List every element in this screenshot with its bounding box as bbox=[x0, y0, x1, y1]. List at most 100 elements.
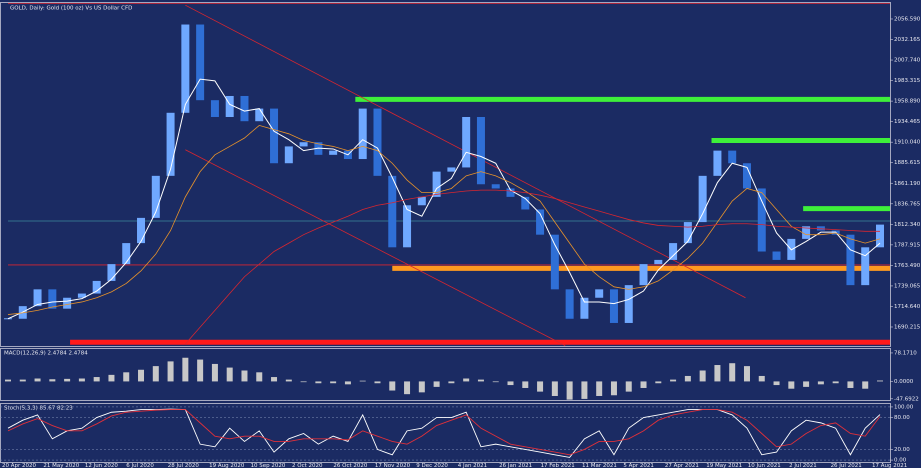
x-tick-label: 5 Apr 2021 bbox=[623, 463, 654, 468]
histogram-bar bbox=[803, 381, 810, 387]
histogram-bar bbox=[507, 381, 514, 386]
x-tick-label: 27 Apr 2021 bbox=[665, 463, 699, 468]
y-tick-label: 2032.165 bbox=[894, 37, 921, 43]
histogram-bar bbox=[315, 381, 322, 384]
histogram-bar bbox=[285, 379, 292, 382]
y-tick-label: 2056.590 bbox=[894, 16, 921, 22]
candle bbox=[92, 280, 101, 294]
candle bbox=[77, 293, 86, 298]
candle bbox=[358, 108, 367, 160]
candle bbox=[698, 175, 707, 223]
candle bbox=[329, 150, 338, 155]
candle bbox=[33, 289, 42, 307]
histogram-bar bbox=[256, 372, 263, 382]
histogram-bar bbox=[551, 381, 558, 396]
x-tick-label: 26 Oct 2020 bbox=[333, 463, 368, 468]
y-tick-label: 1812.340 bbox=[894, 222, 921, 228]
y-tick-label: 0.0000 bbox=[894, 379, 914, 385]
x-tick-label: 19 Aug 2020 bbox=[209, 463, 245, 468]
histogram-bar bbox=[108, 374, 115, 382]
histogram-bar bbox=[596, 381, 603, 396]
histogram-bar bbox=[138, 369, 145, 382]
candle bbox=[757, 188, 766, 252]
candle bbox=[122, 243, 131, 265]
candle bbox=[580, 297, 589, 319]
x-tick-label: 9 Dec 2020 bbox=[416, 463, 448, 468]
y-tick-label: 1910.040 bbox=[894, 140, 921, 146]
x-tick-label: 21 May 2020 bbox=[43, 463, 79, 468]
candle bbox=[447, 167, 456, 172]
histogram-bar bbox=[241, 370, 248, 382]
candle bbox=[639, 264, 648, 286]
candle bbox=[462, 116, 471, 168]
histogram-bar bbox=[463, 378, 470, 382]
y-tick-label: 78.1710 bbox=[894, 350, 917, 356]
x-tick-label: 19 May 2021 bbox=[706, 463, 742, 468]
y-tick-label: 1739.065 bbox=[894, 283, 921, 289]
chart-title: GOLD, Daily: Gold (100 oz) Vs US Dollar … bbox=[10, 6, 132, 12]
candle bbox=[151, 175, 160, 218]
x-tick-label: 17 Feb 2021 bbox=[541, 463, 575, 468]
candle bbox=[373, 108, 382, 176]
candle bbox=[595, 289, 604, 298]
candle bbox=[491, 184, 500, 189]
candle bbox=[669, 243, 678, 260]
y-tick-label: -47.6922 bbox=[894, 396, 919, 402]
y-tick-label: 1958.890 bbox=[894, 99, 921, 105]
histogram-bar bbox=[477, 379, 484, 382]
candle bbox=[609, 289, 618, 323]
candle bbox=[284, 146, 293, 164]
histogram-bar bbox=[78, 378, 85, 382]
histogram-bar bbox=[344, 381, 351, 385]
x-tick-label: 10 Sep 2020 bbox=[251, 463, 286, 468]
x-tick-label: 11 Mar 2021 bbox=[582, 463, 617, 468]
x-tick-label: 4 Jan 2021 bbox=[458, 463, 487, 468]
x-tick-label: 17 Aug 2021 bbox=[872, 463, 907, 468]
y-tick-label: 1836.765 bbox=[894, 201, 921, 207]
histogram-bar bbox=[182, 357, 189, 382]
x-tick-label: 20 Apr 2020 bbox=[2, 463, 37, 468]
x-tick-label: 6 Jul 2020 bbox=[126, 463, 154, 468]
candle bbox=[846, 234, 855, 286]
candle bbox=[713, 150, 722, 176]
candle bbox=[742, 163, 751, 189]
candle bbox=[624, 285, 633, 323]
histogram-bar bbox=[418, 381, 425, 393]
candle bbox=[728, 150, 737, 164]
indicator-line bbox=[185, 189, 880, 345]
histogram-bar bbox=[522, 381, 529, 388]
candle bbox=[166, 112, 175, 176]
histogram-bar bbox=[389, 381, 396, 391]
candle bbox=[476, 116, 485, 185]
x-tick-label: 10 Jun 2021 bbox=[748, 463, 781, 468]
candle bbox=[506, 188, 515, 197]
histogram-bar bbox=[640, 381, 647, 388]
histogram-bar bbox=[19, 379, 26, 382]
candle bbox=[255, 108, 264, 122]
histogram-bar bbox=[5, 379, 11, 382]
histogram-bar bbox=[359, 380, 366, 382]
histogram-bar bbox=[34, 378, 41, 382]
indicator-line bbox=[7, 78, 881, 320]
candle bbox=[196, 24, 205, 101]
stoch-panel bbox=[0, 403, 891, 463]
histogram-bar bbox=[817, 381, 824, 385]
x-tick-label: 2 Oct 2020 bbox=[292, 463, 323, 468]
histogram-bar bbox=[610, 381, 617, 396]
candle bbox=[565, 289, 574, 319]
histogram-bar bbox=[211, 363, 218, 382]
histogram-bar bbox=[684, 375, 691, 382]
candle bbox=[654, 259, 663, 265]
histogram-bar bbox=[448, 381, 455, 384]
histogram-bar bbox=[670, 379, 677, 382]
candle bbox=[137, 217, 146, 244]
candle bbox=[225, 95, 234, 117]
indicator-line bbox=[7, 408, 881, 458]
histogram-bar bbox=[271, 377, 278, 382]
histogram-bar bbox=[49, 379, 56, 382]
candle bbox=[816, 226, 825, 231]
trend-line bbox=[185, 149, 566, 347]
candle bbox=[210, 100, 219, 117]
